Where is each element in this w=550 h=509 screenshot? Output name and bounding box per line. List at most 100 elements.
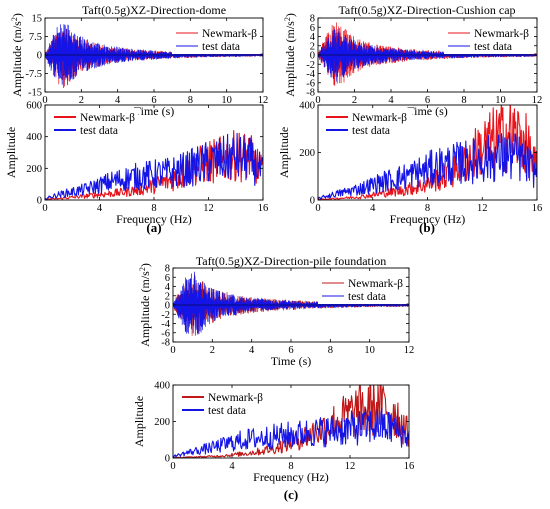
y-tick-label: 8 [310, 14, 315, 25]
y-tick-label: 8 [165, 264, 170, 275]
x-tick-label: 6 [425, 95, 430, 106]
plot-area [173, 271, 409, 336]
series-line-test-data [173, 271, 409, 336]
y-tick-label: 200 [154, 417, 170, 428]
y-tick-label: 400 [299, 101, 315, 112]
chart-c-freq: 0 4 8 12 16 0 200 400 Frequency (Hz) Amplitude New… [132, 381, 415, 485]
x-tick-label: 0 [315, 203, 320, 214]
y-tick-label: 4 [165, 282, 171, 293]
y-tick-label: -15 [28, 88, 42, 99]
series-line-test-data [318, 132, 537, 200]
x-tick-label: 6 [288, 345, 293, 356]
y-tick-label: 200 [299, 148, 315, 159]
y-tick-label: -8 [161, 338, 170, 349]
x-tick-label: 8 [461, 95, 466, 106]
x-tick-label: 10 [221, 95, 232, 106]
x-tick-label: 16 [404, 461, 415, 472]
x-tick-label: 4 [249, 345, 255, 356]
y-tick-label: 0 [165, 454, 170, 465]
y-tick-label: 15 [32, 14, 43, 25]
legend-label: Newmark-β [352, 112, 407, 124]
legend-label: Newmark-β [208, 392, 263, 404]
y-tick-label: -2 [306, 60, 315, 71]
plot-area [45, 129, 263, 200]
chart-b-freq: 0 4 8 12 16 0 200 400 Frequency (Hz) Amplitude New… [277, 101, 543, 227]
y-axis-label: Amplitude (m/s2) [10, 13, 25, 97]
legend-box [50, 108, 138, 138]
x-tick-label: 4 [370, 203, 376, 214]
y-tick-label: 200 [26, 164, 42, 175]
y-tick-label: 0 [37, 51, 42, 62]
x-tick-label: 4 [388, 95, 394, 106]
x-tick-label: 0 [170, 461, 175, 472]
y-tick-label: -2 [161, 310, 170, 321]
x-tick-label: 0 [315, 95, 320, 106]
legend-label: Newmark-β [474, 28, 529, 40]
panel-label: (b) [419, 220, 435, 235]
x-tick-label: 12 [258, 95, 269, 106]
x-tick-label: 12 [477, 203, 488, 214]
y-tick-label: 6 [165, 273, 170, 284]
x-tick-label: 8 [425, 203, 430, 214]
y-tick-label: 0 [37, 196, 42, 207]
legend-label: test data [474, 41, 512, 53]
legend-label: test data [80, 125, 118, 137]
chart-a-freq: 0 4 8 12 16 0 200 400 600 Frequency (Hz) Amplitude… [4, 101, 268, 227]
x-axis-label: Frequency (Hz) [253, 470, 329, 484]
x-tick-label: 16 [258, 203, 269, 214]
x-tick-label: 10 [495, 95, 506, 106]
plot-area [173, 385, 409, 458]
x-tick-label: 0 [42, 95, 47, 106]
x-axis-label: Time (s) [271, 354, 312, 368]
y-axis-label: Amplitude (m/s2) [138, 263, 153, 347]
x-tick-label: 16 [532, 203, 543, 214]
y-tick-label: -8 [306, 88, 315, 99]
legend-box [172, 24, 260, 54]
series-line-test-data [45, 132, 263, 200]
plot-area [318, 105, 537, 200]
legend-box [178, 388, 266, 418]
panel-label: (c) [284, 487, 298, 502]
x-tick-label: 8 [328, 345, 333, 356]
x-tick-label: 12 [404, 345, 415, 356]
series-line-test-data [173, 407, 409, 458]
x-tick-label: 2 [352, 95, 357, 106]
legend-label: test data [208, 405, 246, 417]
y-tick-label: 4 [310, 32, 316, 43]
x-tick-label: 2 [210, 345, 215, 356]
y-tick-label: 400 [26, 132, 42, 143]
x-axis-label: Time (s) [407, 104, 448, 118]
x-tick-label: 12 [203, 203, 214, 214]
x-tick-label: 4 [229, 461, 235, 472]
legend-box [444, 24, 534, 54]
legend-box [318, 274, 406, 304]
series-line-newmark [173, 385, 409, 458]
y-axis-label: Amplitude [277, 127, 291, 178]
legend-label: Newmark-β [348, 278, 403, 290]
y-tick-label: -4 [306, 69, 315, 80]
x-tick-label: 4 [115, 95, 121, 106]
y-tick-label: 2 [310, 41, 315, 52]
x-tick-label: 10 [364, 345, 375, 356]
x-tick-label: 0 [170, 345, 175, 356]
chart-title: Taft(0.5g)XZ-Direction-dome [82, 3, 226, 17]
legend-label: Newmark-β [80, 112, 135, 124]
x-tick-label: 6 [151, 95, 156, 106]
y-tick-label: 2 [165, 291, 170, 302]
y-tick-label: 0 [310, 196, 315, 207]
x-tick-label: 12 [532, 95, 543, 106]
legend-label: test data [348, 291, 386, 303]
chart-title: Taft(0.5g)XZ-Direction-Cushion cap [338, 3, 515, 17]
y-tick-label: -4 [161, 319, 170, 330]
x-axis-label: Time (s) [134, 104, 175, 118]
panel-label: (a) [146, 220, 161, 235]
y-tick-label: 0 [310, 51, 315, 62]
x-tick-label: 8 [288, 461, 293, 472]
y-tick-label: 600 [26, 101, 42, 112]
y-axis-label: Amplitude (m/s2) [283, 13, 298, 97]
